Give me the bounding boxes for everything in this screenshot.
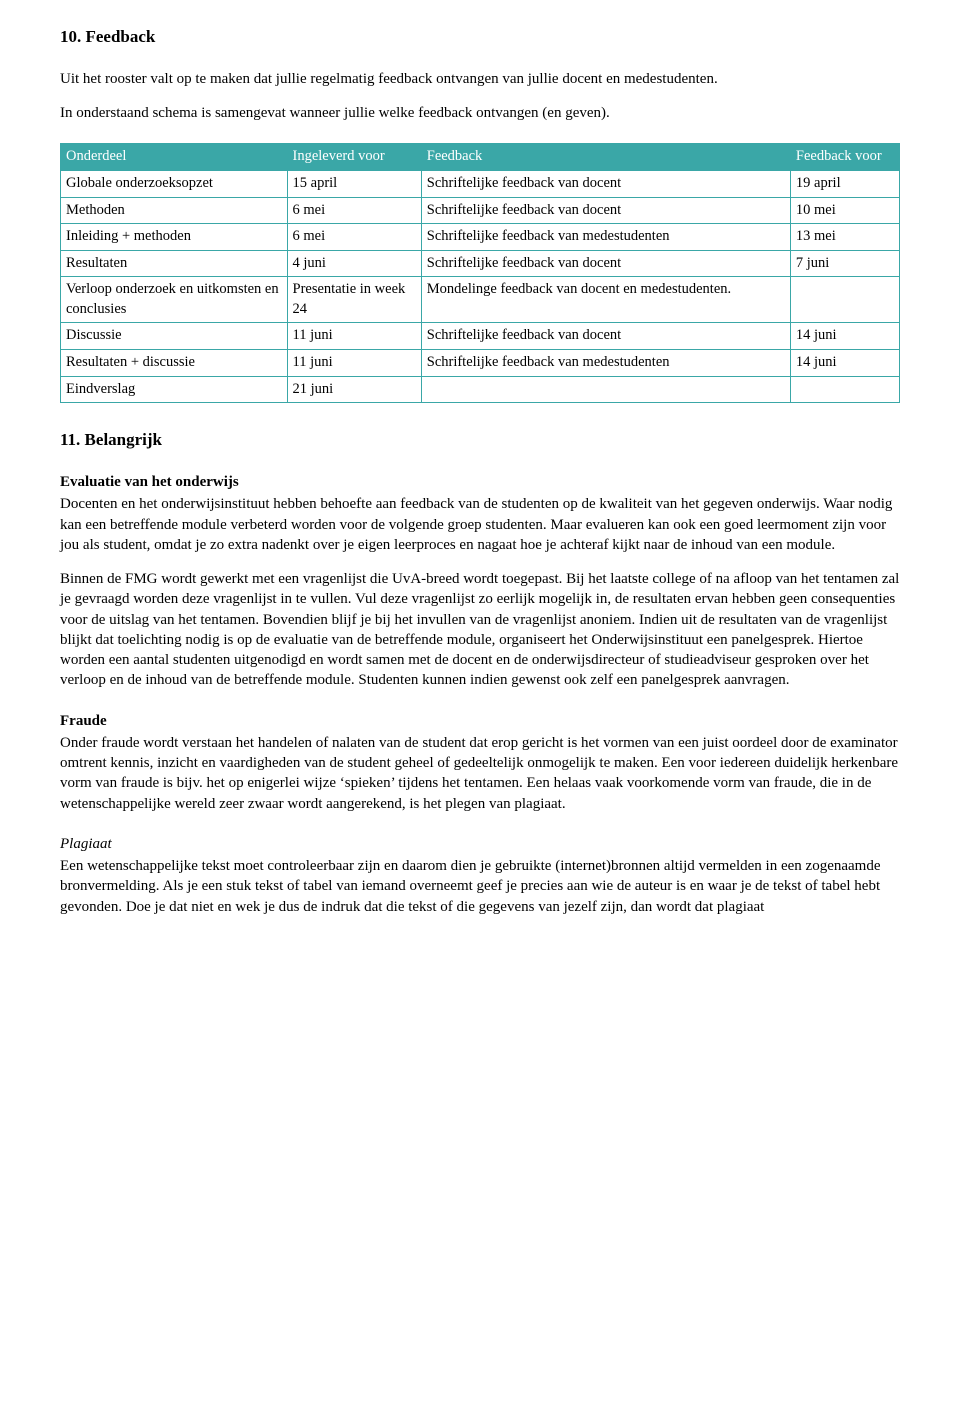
table-header-cell: Feedback [421, 144, 790, 171]
table-cell: 14 juni [790, 349, 899, 376]
table-cell: 15 april [287, 171, 421, 198]
table-row: Eindverslag 21 juni [61, 376, 900, 403]
table-cell: 11 juni [287, 349, 421, 376]
table-row: Resultaten + discussie 11 juni Schriftel… [61, 349, 900, 376]
table-header-cell: Onderdeel [61, 144, 288, 171]
table-cell: 14 juni [790, 323, 899, 350]
table-cell: Discussie [61, 323, 288, 350]
table-row: Verloop onderzoek en uitkomsten en concl… [61, 277, 900, 323]
evaluatie-title: Evaluatie van het onderwijs [60, 474, 239, 490]
table-header-row: Onderdeel Ingeleverd voor Feedback Feedb… [61, 144, 900, 171]
table-cell: Methoden [61, 197, 288, 224]
table-row: Methoden 6 mei Schriftelijke feedback va… [61, 197, 900, 224]
fraude-title: Fraude [60, 713, 107, 729]
section-10-intro-2: In onderstaand schema is samengevat wann… [60, 103, 900, 123]
table-cell: Eindverslag [61, 376, 288, 403]
table-cell: 11 juni [287, 323, 421, 350]
table-cell: 19 april [790, 171, 899, 198]
table-row: Discussie 11 juni Schriftelijke feedback… [61, 323, 900, 350]
table-cell: Schriftelijke feedback van medestudenten [421, 224, 790, 251]
evaluatie-p1: Docenten en het onderwijsinstituut hebbe… [60, 494, 900, 555]
table-cell: Mondelinge feedback van docent en medest… [421, 277, 790, 323]
table-header-cell: Ingeleverd voor [287, 144, 421, 171]
table-cell: 6 mei [287, 224, 421, 251]
table-cell [790, 376, 899, 403]
table-cell: Resultaten [61, 250, 288, 277]
table-cell: 21 juni [287, 376, 421, 403]
table-cell: 6 mei [287, 197, 421, 224]
table-cell: Schriftelijke feedback van docent [421, 197, 790, 224]
table-cell: Globale onderzoeksopzet [61, 171, 288, 198]
fraude-p1: Onder fraude wordt verstaan het handelen… [60, 733, 900, 814]
section-10-intro-1: Uit het rooster valt op te maken dat jul… [60, 69, 900, 89]
evaluatie-p2: Binnen de FMG wordt gewerkt met een vrag… [60, 569, 900, 691]
table-cell: Schriftelijke feedback van medestudenten [421, 349, 790, 376]
table-cell: 4 juni [287, 250, 421, 277]
table-cell: Resultaten + discussie [61, 349, 288, 376]
table-header-cell: Feedback voor [790, 144, 899, 171]
table-cell: 10 mei [790, 197, 899, 224]
table-cell: 13 mei [790, 224, 899, 251]
table-row: Resultaten 4 juni Schriftelijke feedback… [61, 250, 900, 277]
table-cell: Schriftelijke feedback van docent [421, 250, 790, 277]
table-cell [790, 277, 899, 323]
table-cell: Schriftelijke feedback van docent [421, 171, 790, 198]
table-cell [421, 376, 790, 403]
table-cell: Schriftelijke feedback van docent [421, 323, 790, 350]
plagiaat-p1: Een wetenschappelijke tekst moet control… [60, 856, 900, 917]
section-11-heading: 11. Belangrijk [60, 429, 900, 452]
plagiaat-title: Plagiaat [60, 836, 112, 852]
table-cell: 7 juni [790, 250, 899, 277]
table-row: Globale onderzoeksopzet 15 april Schrift… [61, 171, 900, 198]
table-cell: Verloop onderzoek en uitkomsten en concl… [61, 277, 288, 323]
section-10-heading: 10. Feedback [60, 26, 900, 49]
table-row: Inleiding + methoden 6 mei Schriftelijke… [61, 224, 900, 251]
table-cell: Presentatie in week 24 [287, 277, 421, 323]
feedback-table: Onderdeel Ingeleverd voor Feedback Feedb… [60, 143, 900, 403]
table-cell: Inleiding + methoden [61, 224, 288, 251]
